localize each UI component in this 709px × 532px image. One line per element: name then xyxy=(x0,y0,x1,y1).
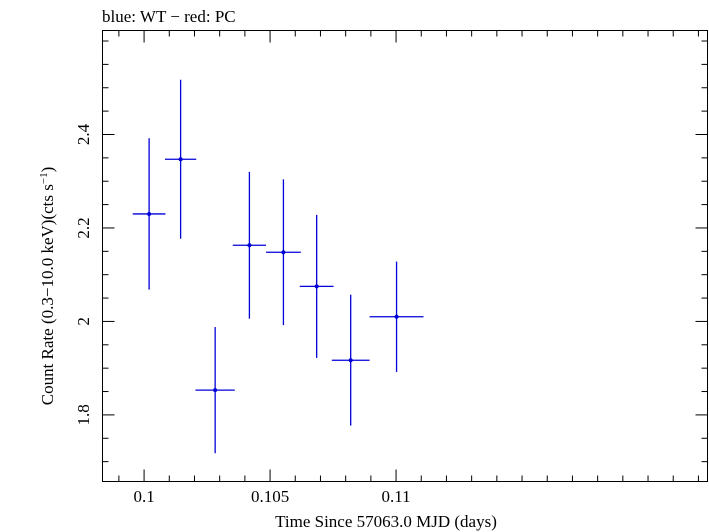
chart-title: blue: WT − red: PC xyxy=(102,7,236,26)
x-axis-tick-labels: 0.1 0.105 0.11 xyxy=(133,487,410,506)
x-tick-label: 0.11 xyxy=(381,487,410,506)
y-axis-label-superscript: −1 xyxy=(38,172,50,184)
y-axis-ticks xyxy=(102,40,708,463)
y-tick-label: 2 xyxy=(74,317,93,326)
data-point xyxy=(331,294,370,426)
data-series-wt xyxy=(132,79,424,454)
x-tick-label: 0.1 xyxy=(133,487,154,506)
data-marker xyxy=(314,284,319,289)
data-marker xyxy=(178,157,183,162)
y-axis-tick-labels: 1.8 2 2.2 2.4 xyxy=(74,123,93,425)
data-marker xyxy=(247,243,252,248)
y-tick-label: 2.4 xyxy=(74,123,93,145)
y-tick-label: 2.2 xyxy=(74,217,93,238)
data-marker xyxy=(394,314,399,319)
data-point xyxy=(232,171,267,319)
x-tick-label: 0.105 xyxy=(251,487,289,506)
data-marker xyxy=(147,211,152,216)
y-tick-label: 1.8 xyxy=(74,404,93,425)
plot-frame xyxy=(102,30,708,482)
data-point xyxy=(299,214,334,358)
y-axis-label-close: ) xyxy=(38,167,57,173)
x-axis-ticks xyxy=(118,30,699,482)
data-marker xyxy=(213,388,218,393)
x-axis-label: Time Since 57063.0 MJD (days) xyxy=(275,512,497,531)
data-marker xyxy=(348,358,353,363)
data-point xyxy=(164,79,197,239)
y-axis-label-main: Count Rate (0.3−10.0 keV)(cts s xyxy=(38,184,57,405)
data-point xyxy=(266,179,301,326)
data-point xyxy=(195,327,235,454)
y-axis-label: Count Rate (0.3−10.0 keV)(cts s−1) xyxy=(38,167,57,406)
data-point xyxy=(132,138,166,290)
data-marker xyxy=(281,250,286,255)
data-point xyxy=(369,261,424,372)
